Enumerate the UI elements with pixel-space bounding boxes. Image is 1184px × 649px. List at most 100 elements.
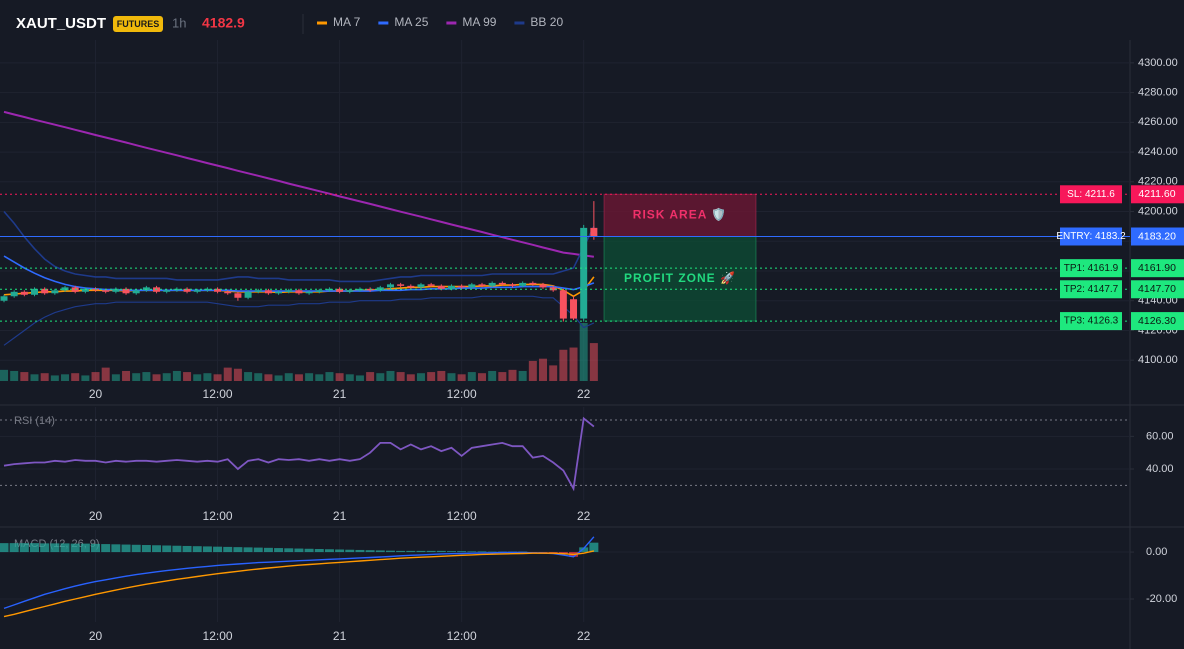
- volume-bar: [518, 370, 527, 381]
- badge: FUTURES: [117, 19, 160, 29]
- histogram-bar: [80, 543, 90, 553]
- histogram-bar: [294, 548, 304, 553]
- level-name: SL: 4211.6: [1067, 189, 1115, 200]
- histogram-bar: [355, 549, 365, 553]
- volume-bar: [203, 373, 212, 381]
- histogram-bar: [223, 546, 233, 553]
- histogram-bar: [467, 551, 477, 553]
- candle-body: [285, 290, 293, 292]
- ma-line: [3, 110, 595, 258]
- volume-bar: [579, 323, 588, 381]
- histogram-bar: [213, 546, 223, 553]
- volume-bar: [447, 373, 456, 381]
- zone: [603, 236, 757, 322]
- volume-bar: [457, 374, 466, 381]
- volume-bar: [172, 370, 181, 381]
- candle-body: [580, 227, 588, 319]
- volume-bar: [498, 372, 507, 381]
- candle-body: [519, 282, 527, 286]
- volume-bar: [264, 374, 273, 381]
- y-tick-label: 4260.00: [1138, 116, 1178, 128]
- histogram-bar: [91, 543, 101, 553]
- candle-body: [488, 282, 496, 286]
- histogram-bar: [274, 548, 284, 553]
- volume-bar: [437, 370, 446, 381]
- candle-body: [315, 290, 323, 292]
- macd-line: [3, 536, 595, 610]
- candle-body: [10, 291, 18, 297]
- volume-bar: [152, 374, 161, 381]
- axis-price: 4126.30: [1138, 315, 1176, 327]
- volume-bar: [142, 372, 151, 381]
- volume-bar: [50, 375, 59, 381]
- volume-bar: [111, 374, 120, 381]
- x-tick-label: 12:00: [203, 387, 233, 401]
- level-tag: [1060, 185, 1122, 204]
- candle-body: [336, 288, 344, 292]
- zone-label: RISK AREA 🛡️: [633, 208, 727, 222]
- candle-body: [325, 288, 333, 291]
- x-tick-label: 20: [89, 629, 103, 643]
- volume-bar: [101, 367, 110, 381]
- histogram-bar: [579, 547, 589, 553]
- x-tick-label: 22: [577, 387, 591, 401]
- axis-price: 4183.20: [1138, 230, 1176, 242]
- rsi-line: [3, 416, 595, 492]
- histogram-bar: [375, 550, 385, 553]
- histogram-bar: [365, 550, 375, 553]
- legend-label: MA 99: [462, 15, 496, 29]
- histogram-bar: [335, 549, 345, 553]
- volume-bar: [528, 360, 537, 381]
- candle-body: [0, 296, 8, 301]
- volume-bar: [477, 373, 486, 381]
- histogram-bar: [446, 551, 456, 553]
- volume-bar: [589, 343, 598, 381]
- candle-body: [20, 291, 28, 295]
- histogram-bar: [9, 543, 19, 553]
- histogram-bar: [19, 543, 29, 553]
- histogram-bar: [152, 545, 162, 553]
- candle-body: [81, 288, 89, 292]
- histogram-bar: [457, 551, 467, 553]
- candle-body: [407, 285, 415, 288]
- volume-bar: [71, 373, 80, 381]
- level-tag: [1060, 280, 1122, 299]
- candle-body: [468, 284, 476, 288]
- zone: [603, 193, 757, 238]
- volume-bar: [61, 374, 70, 381]
- candle-body: [397, 284, 405, 286]
- candle-body: [163, 290, 171, 292]
- x-tick-label: 21: [333, 629, 347, 643]
- volume-bar: [213, 374, 222, 381]
- y-tick-label: 60.00: [1146, 430, 1174, 442]
- candle-body: [51, 290, 59, 294]
- volume-bar: [132, 373, 141, 381]
- candle-body: [183, 288, 191, 292]
- y-tick-label: 4300.00: [1138, 57, 1178, 69]
- volume-bar: [335, 373, 344, 381]
- candle-body: [193, 290, 201, 292]
- histogram-bar: [233, 547, 243, 553]
- volume-bar: [254, 373, 263, 381]
- legend-label: MA 25: [394, 15, 428, 29]
- axis-price: 4211.60: [1138, 188, 1175, 200]
- candle-body: [559, 290, 567, 319]
- volume-bar: [81, 375, 90, 381]
- volume-bar: [294, 374, 303, 381]
- level-tag: [1060, 259, 1122, 278]
- volume-bar: [40, 373, 49, 381]
- volume-bar: [274, 375, 283, 381]
- y-tick-label: 40.00: [1146, 463, 1174, 475]
- volume-bar: [508, 369, 517, 381]
- histogram-bar: [111, 544, 121, 553]
- histogram-bar: [121, 544, 131, 553]
- candle-body: [590, 227, 598, 237]
- candle-body: [539, 284, 547, 288]
- axis-tag: [1131, 227, 1184, 246]
- x-tick-label: 21: [333, 387, 347, 401]
- volume-bar: [10, 370, 19, 381]
- histogram-bar: [385, 550, 395, 553]
- x-tick-label: 12:00: [447, 509, 477, 523]
